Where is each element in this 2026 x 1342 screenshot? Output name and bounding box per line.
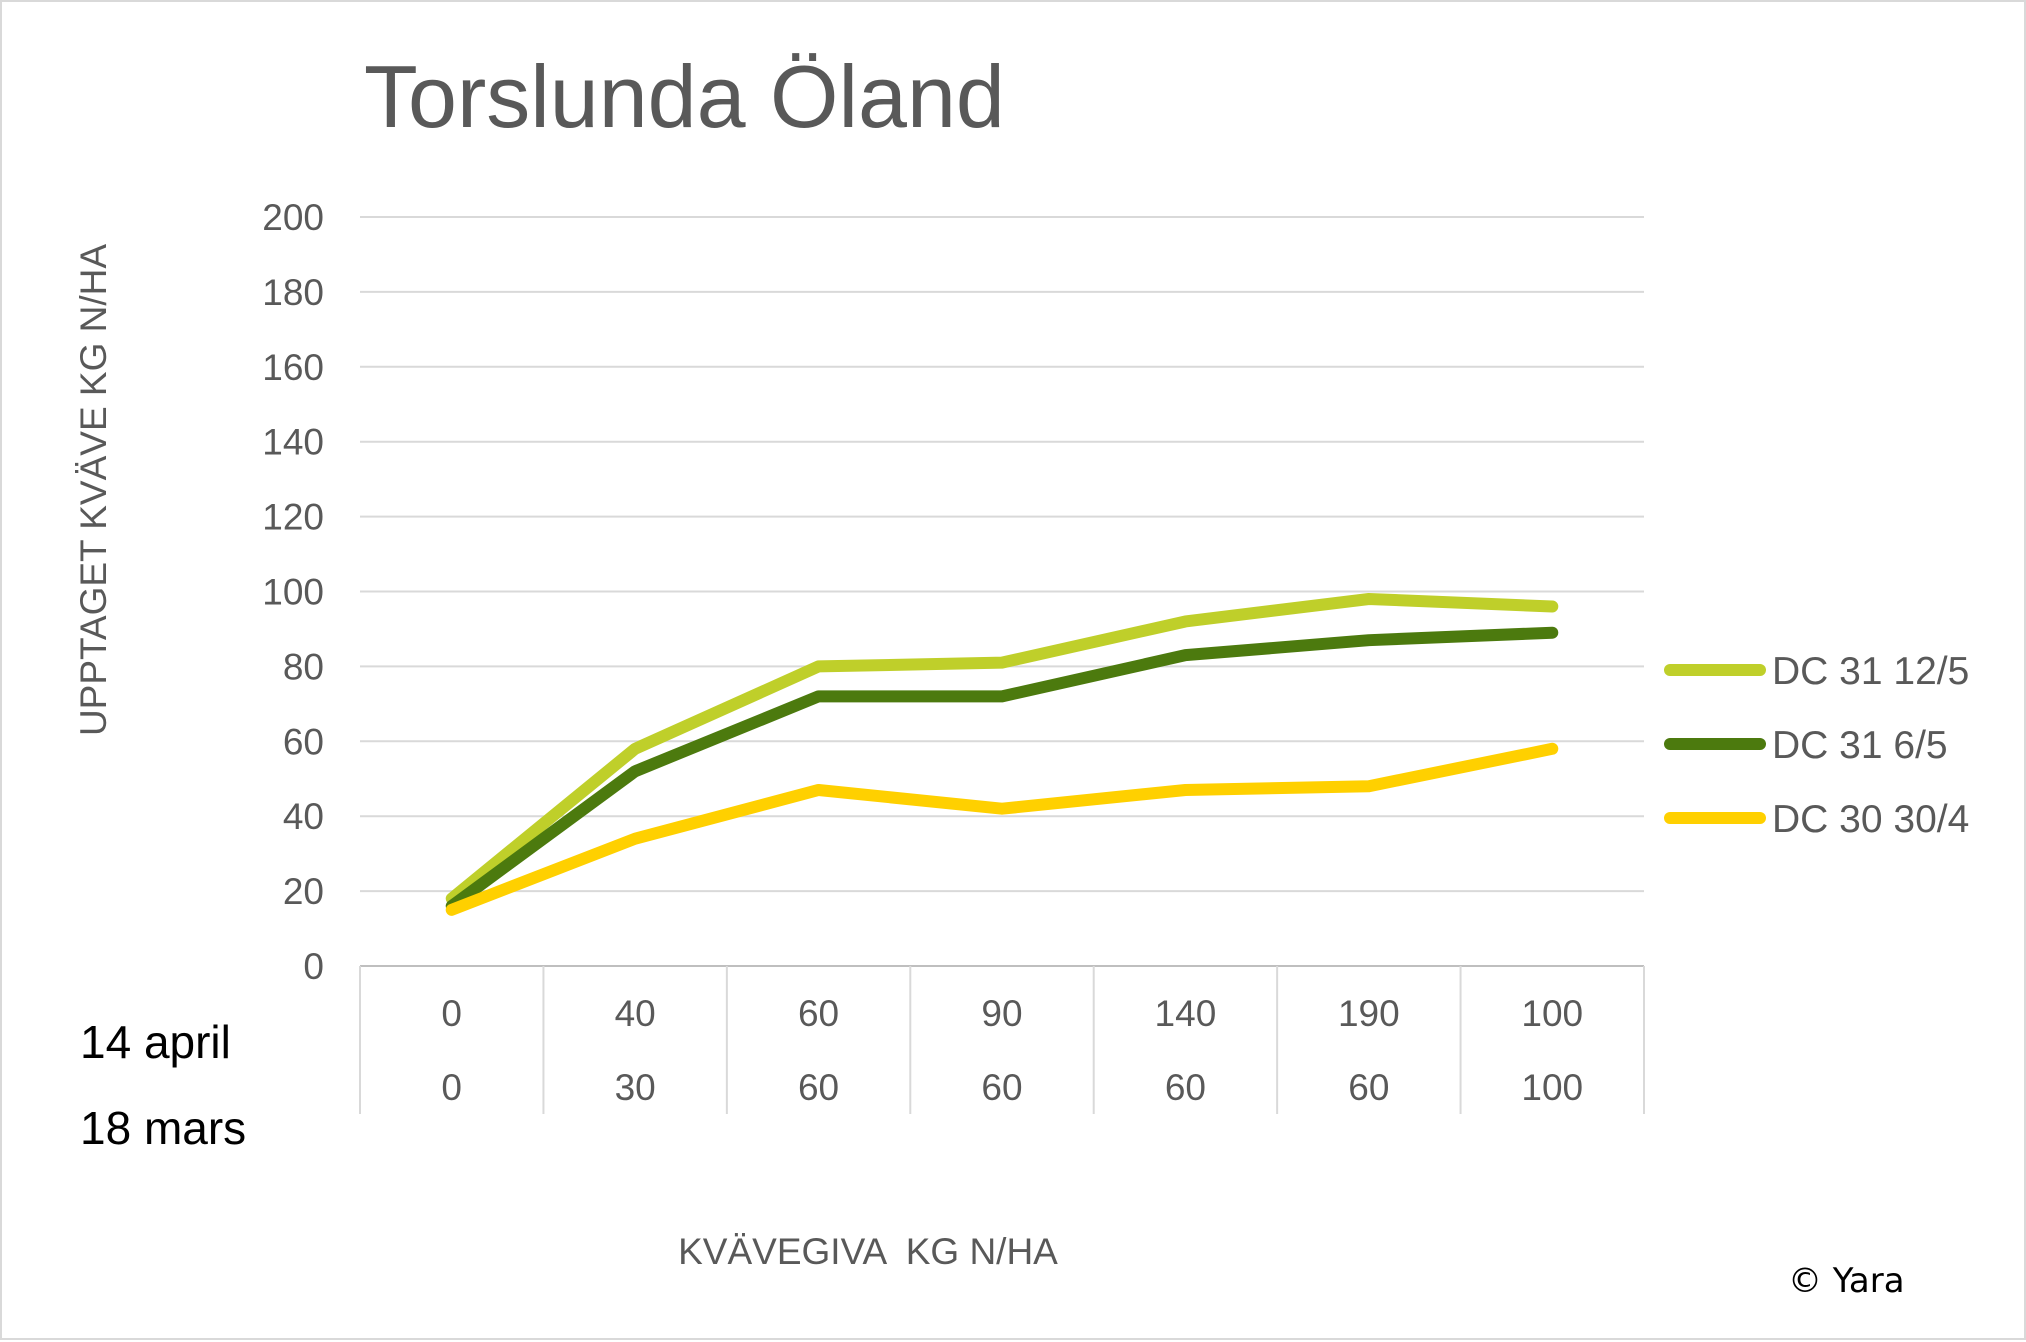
y-tick-label: 0 (303, 946, 324, 987)
x-tick-label: 60 (1348, 1067, 1389, 1108)
copyright-text: © Yara (1788, 1261, 1905, 1301)
y-tick-label: 80 (283, 646, 324, 687)
x-tick-label: 60 (981, 1067, 1022, 1108)
y-tick-label: 40 (283, 796, 324, 837)
y-axis-ticks: 0 20 40 60 80 100 120 140 160 180 200 (262, 197, 324, 987)
gridlines (360, 216, 1644, 967)
series-line (445, 742, 1559, 916)
x-tick-label: 140 (1155, 993, 1217, 1034)
x-tick-label: 40 (615, 993, 656, 1034)
y-tick-label: 160 (262, 347, 324, 388)
x-tick-label: 90 (981, 993, 1022, 1034)
category-row-label: 18 mars (80, 1102, 246, 1154)
x-tick-label: 100 (1521, 993, 1583, 1034)
x-tick-label: 60 (798, 993, 839, 1034)
legend-label: DC 30 30/4 (1772, 798, 1969, 841)
x-tick-label: 30 (615, 1067, 656, 1108)
series-line (445, 592, 1559, 905)
x-axis-title: KVÄVEGIVA KG N/HA (678, 1231, 1058, 1272)
y-tick-label: 100 (262, 572, 324, 613)
category-row-label: 14 april (80, 1016, 231, 1068)
y-tick-label: 140 (262, 422, 324, 463)
series-line (445, 626, 1559, 913)
y-tick-label: 20 (283, 871, 324, 912)
y-axis-title: UPPTAGET KVÄVE KG N/HA (73, 244, 114, 736)
legend-label: DC 31 12/5 (1772, 650, 1969, 693)
y-tick-label: 60 (283, 721, 324, 762)
x-tick-label: 0 (441, 1067, 462, 1108)
x-tick-label: 100 (1521, 1067, 1583, 1108)
x-tick-label: 0 (441, 993, 462, 1034)
legend: DC 31 12/5 DC 31 6/5 DC 30 30/4 (1664, 650, 1969, 841)
legend-label: DC 31 6/5 (1772, 724, 1948, 767)
x-tick-label: 60 (798, 1067, 839, 1108)
chart-title: Torslunda Öland (364, 47, 1005, 146)
x-tick-label: 190 (1338, 993, 1400, 1034)
y-tick-label: 120 (262, 497, 324, 538)
x-axis-categories: 14 april 0 40 60 90 140 190 100 18 mars 0 30 60 60 60… (80, 966, 1645, 1154)
series-lines (445, 592, 1559, 916)
y-tick-label: 200 (262, 197, 324, 238)
x-tick-label: 60 (1165, 1067, 1206, 1108)
y-tick-label: 180 (262, 272, 324, 313)
